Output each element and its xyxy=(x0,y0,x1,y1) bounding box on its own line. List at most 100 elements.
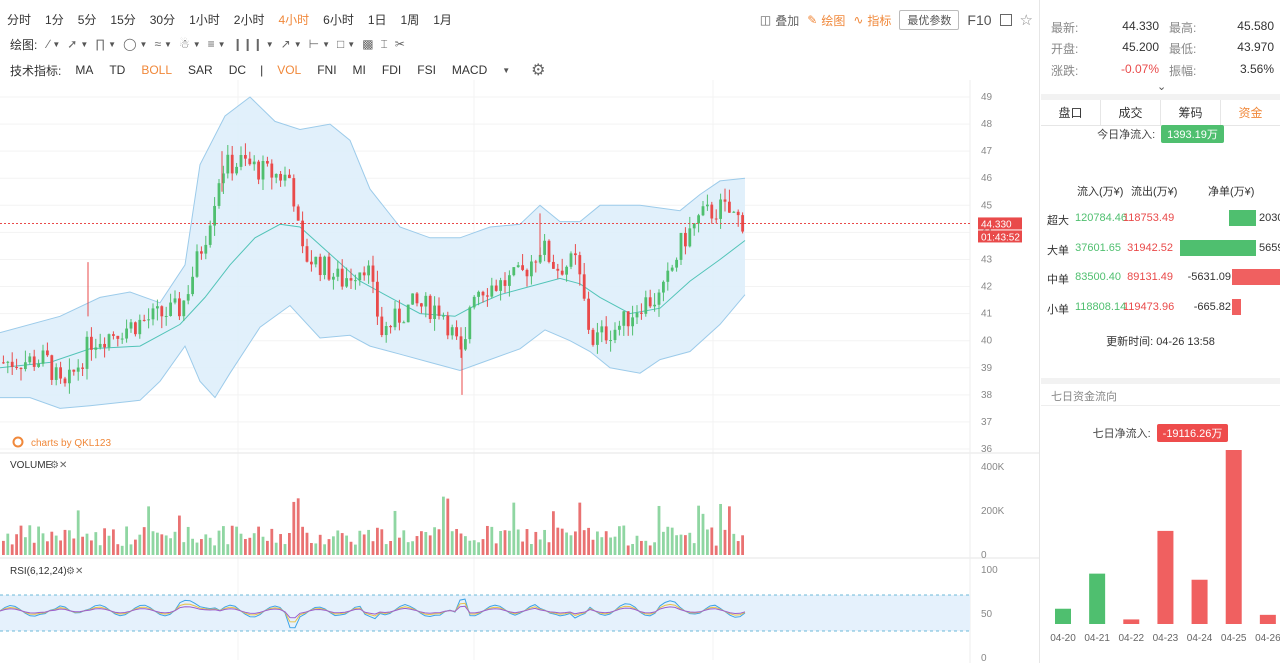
volume-bar xyxy=(534,531,538,555)
overlay-button[interactable]: ◫ 叠加 xyxy=(760,12,799,29)
interval-option[interactable]: 1周 xyxy=(400,13,420,27)
measure-tool[interactable]: ⊢ ▼ xyxy=(309,37,330,51)
arrow-tool[interactable]: ↗ ▼ xyxy=(281,37,302,51)
volume-bar xyxy=(230,525,234,555)
comment-tool[interactable]: □ ▼ xyxy=(337,37,355,51)
candle-body xyxy=(125,328,128,339)
favorite-star-icon[interactable]: ☆ xyxy=(1019,12,1033,29)
candle-body xyxy=(626,311,630,327)
candle-body xyxy=(239,155,243,167)
indicator-option[interactable]: DC xyxy=(228,63,247,77)
low-label: 最低: xyxy=(1169,42,1197,56)
optimize-params-button[interactable]: 最优参数 xyxy=(899,10,960,30)
candle-body xyxy=(420,303,423,307)
volume-bar xyxy=(604,531,608,555)
delete-drawings-tool[interactable]: ⌶ xyxy=(381,37,388,52)
interval-option[interactable]: 1日 xyxy=(367,13,387,27)
high-value: 45.580 xyxy=(1237,19,1274,33)
candle-body xyxy=(472,296,476,308)
f10-button[interactable]: F10 xyxy=(967,12,992,28)
candle-body xyxy=(349,278,353,281)
candle-body xyxy=(653,304,656,307)
candle-body xyxy=(186,294,190,301)
chevron-down-icon: ▼ xyxy=(502,65,511,75)
candle-body xyxy=(481,291,485,296)
price-chart[interactable]: 494847464544434241403938373644.33001:43:… xyxy=(0,80,1040,663)
volume-bar xyxy=(477,542,480,555)
trend-line-tool[interactable]: ∕ ▼ xyxy=(47,37,60,51)
volume-bar xyxy=(208,537,212,555)
gann-tool[interactable]: ❙❙❙ ▼ xyxy=(233,37,274,51)
candle-body xyxy=(393,308,397,328)
interval-option[interactable]: 6小时 xyxy=(323,13,354,27)
pattern-tool[interactable]: ☃ ▼ xyxy=(179,37,201,51)
net-bar xyxy=(1228,210,1256,226)
more-indicators-dropdown[interactable]: ▼ xyxy=(499,66,510,75)
indicator-option[interactable]: VOL xyxy=(277,63,302,77)
interval-option[interactable]: 1小时 xyxy=(189,13,220,27)
candle-body xyxy=(494,285,498,291)
interval-option[interactable]: 1分 xyxy=(45,13,64,27)
volume-bar xyxy=(24,537,27,555)
fib-tool[interactable]: ≡ ▼ xyxy=(208,37,226,51)
boll-lower-line xyxy=(0,294,746,409)
seven-day-bar xyxy=(1225,450,1242,624)
candle-body xyxy=(19,367,23,370)
today-net-inflow: 今日净流入: 1393.19万 xyxy=(1041,124,1280,144)
indicator-option[interactable]: MA xyxy=(75,63,94,77)
interval-option[interactable]: 分时 xyxy=(7,13,32,27)
info-tab[interactable]: 资金 xyxy=(1238,106,1263,120)
info-tab[interactable]: 盘口 xyxy=(1041,100,1101,125)
indicator-option[interactable]: BOLL xyxy=(141,63,173,77)
indicator-option[interactable]: TD xyxy=(109,63,126,77)
draw-button[interactable]: ✎ 绘图 xyxy=(807,12,845,29)
clear-tool[interactable]: ✂ xyxy=(395,37,405,51)
info-tab[interactable]: 筹码 xyxy=(1161,100,1221,125)
arrow-icon: ↗ xyxy=(280,37,291,51)
candle-body xyxy=(147,319,150,321)
candle-body xyxy=(556,268,560,271)
open-value: 45.200 xyxy=(1122,40,1159,54)
stat-row-open: 开盘: 45.200 最低: 43.970 xyxy=(1041,40,1280,61)
wave-tool[interactable]: ≈ ▼ xyxy=(154,37,172,51)
interval-option[interactable]: 2小时 xyxy=(233,13,265,27)
candle-body xyxy=(116,335,120,339)
volume-bar xyxy=(736,541,740,555)
candle-body xyxy=(376,281,379,317)
gear-icon[interactable]: ⚙ xyxy=(531,62,546,79)
indicator-option[interactable]: FNI xyxy=(317,63,337,77)
volume-bar xyxy=(622,525,626,555)
net-bar xyxy=(1232,298,1241,315)
channel-tool[interactable]: ∏ ▼ xyxy=(95,37,116,51)
candle-body xyxy=(283,174,287,181)
indicator-option[interactable]: MI xyxy=(352,63,366,77)
bar-chart-icon: ▩ xyxy=(362,37,374,51)
candle-body xyxy=(706,204,709,207)
fullscreen-icon[interactable] xyxy=(999,14,1012,26)
interval-option[interactable]: 15分 xyxy=(110,13,136,27)
volume-bar xyxy=(156,532,159,555)
candle-body xyxy=(72,369,76,372)
candle-body xyxy=(424,295,428,307)
stats-tool[interactable]: ▩ xyxy=(362,37,373,51)
indicator-button[interactable]: ∿ 指标 xyxy=(853,12,891,29)
ray-tool[interactable]: ➚ ▼ xyxy=(67,37,88,51)
indicator-option[interactable]: FDI xyxy=(381,63,402,77)
seven-day-bar xyxy=(1191,579,1208,624)
expand-chevron-icon[interactable]: ⌄ xyxy=(1157,81,1167,93)
indicator-option[interactable]: SAR xyxy=(188,63,213,77)
volume-bar xyxy=(600,537,604,555)
volume-bar xyxy=(710,527,714,555)
interval-option[interactable]: 4小时 xyxy=(278,13,310,27)
shape-tool[interactable]: ◯ ▼ xyxy=(123,37,147,51)
candle-body xyxy=(208,225,212,245)
interval-option[interactable]: 30分 xyxy=(149,13,176,27)
volume-bar xyxy=(283,544,287,555)
interval-option[interactable]: 1月 xyxy=(433,13,452,27)
indicator-option[interactable]: FSI xyxy=(417,63,436,77)
candle-body xyxy=(112,334,115,336)
interval-option[interactable]: 5分 xyxy=(77,13,97,27)
info-tab[interactable]: 成交 xyxy=(1101,100,1161,125)
indicator-option[interactable]: MACD xyxy=(451,63,488,77)
volume-bar xyxy=(415,536,419,555)
